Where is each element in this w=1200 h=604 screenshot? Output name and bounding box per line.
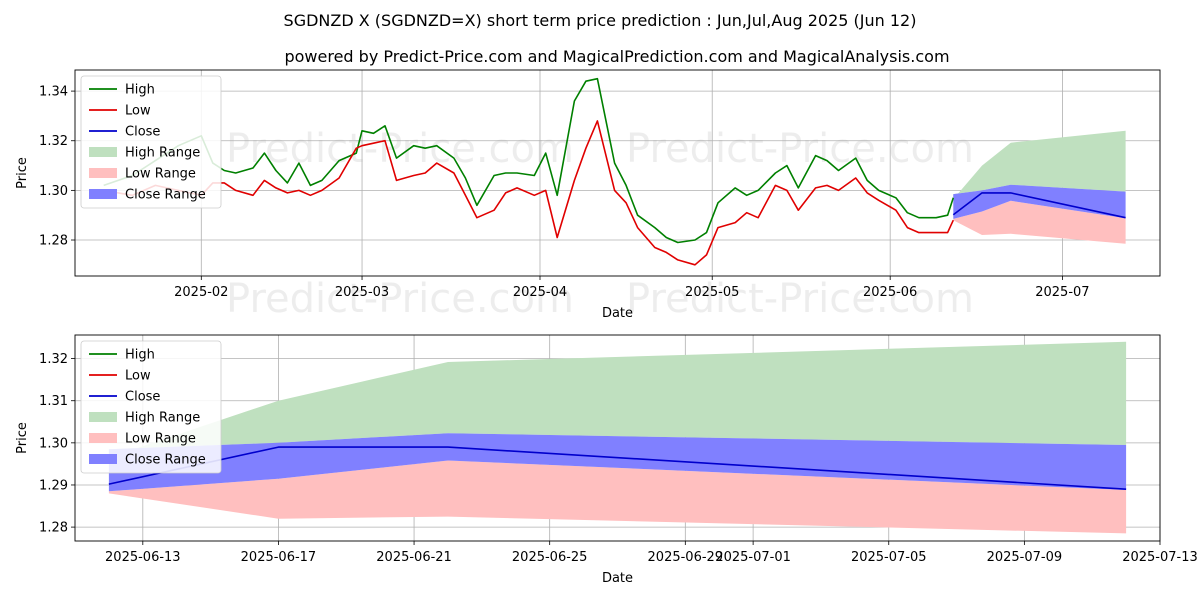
bottom-panel: Predict-Price.comPredict-Price.com2025-0… bbox=[15, 334, 1198, 586]
y-tick-label: 1.32 bbox=[39, 352, 68, 367]
legend-swatch bbox=[89, 168, 117, 178]
legend-label: Low Range bbox=[125, 432, 196, 447]
y-tick-label: 1.34 bbox=[39, 85, 68, 100]
high-range-band bbox=[108, 341, 1127, 458]
x-tick-label: 2025-05 bbox=[685, 285, 739, 300]
legend-swatch bbox=[89, 412, 117, 422]
x-tick-label: 2025-07-05 bbox=[851, 550, 927, 565]
x-tick-label: 2025-06-13 bbox=[105, 550, 181, 565]
chart-title: SGDNZD X (SGDNZD=X) short term price pre… bbox=[284, 11, 917, 30]
x-tick-label: 2025-06-29 bbox=[648, 550, 724, 565]
x-tick-label: 2025-06-21 bbox=[376, 550, 452, 565]
x-axis-label: Date bbox=[602, 571, 633, 586]
legend-swatch bbox=[89, 147, 117, 157]
legend-swatch bbox=[89, 433, 117, 443]
y-tick-label: 1.30 bbox=[39, 184, 68, 199]
x-tick-label: 2025-06-17 bbox=[241, 550, 317, 565]
x-tick-label: 2025-02 bbox=[174, 285, 228, 300]
legend-label: High Range bbox=[125, 146, 200, 161]
x-axis-label: Date bbox=[602, 306, 633, 321]
legend-swatch bbox=[89, 189, 117, 199]
low-series-line bbox=[103, 120, 955, 266]
y-tick-label: 1.29 bbox=[39, 478, 68, 493]
y-tick-label: 1.30 bbox=[39, 436, 68, 451]
legend-label: Low bbox=[125, 104, 151, 119]
x-tick-label: 2025-06-25 bbox=[512, 550, 588, 565]
legend-label: Close Range bbox=[125, 453, 206, 468]
plot-frame bbox=[74, 69, 1161, 277]
high-range-band bbox=[953, 130, 1126, 200]
x-tick-label: 2025-03 bbox=[335, 285, 389, 300]
legend-label: High Range bbox=[125, 411, 200, 426]
top-panel: Predict-Price.com Predict-Price.com Predic… bbox=[15, 69, 1161, 322]
legend-label: Low bbox=[125, 369, 151, 384]
x-tick-label: 2025-07-13 bbox=[1122, 550, 1198, 565]
y-tick-label: 1.31 bbox=[39, 394, 68, 409]
y-tick-label: 1.28 bbox=[39, 521, 68, 536]
legend-label: High bbox=[125, 348, 155, 363]
x-tick-label: 2025-06 bbox=[863, 285, 917, 300]
low-range-band bbox=[108, 460, 1127, 534]
watermark: Predict-Price.com bbox=[626, 276, 974, 322]
x-tick-label: 2025-07-09 bbox=[987, 550, 1063, 565]
legend-label: Close bbox=[125, 125, 160, 140]
legend-label: Close bbox=[125, 390, 160, 405]
legend-label: High bbox=[125, 83, 155, 98]
low-range-band bbox=[953, 200, 1126, 244]
x-tick-label: 2025-04 bbox=[513, 285, 567, 300]
x-tick-label: 2025-07 bbox=[1035, 285, 1089, 300]
legend-label: Close Range bbox=[125, 188, 206, 203]
chart-subtitle: powered by Predict-Price.com and Magical… bbox=[284, 47, 949, 66]
y-tick-label: 1.32 bbox=[39, 134, 68, 149]
watermark: Predict-Price.com bbox=[626, 126, 974, 172]
y-axis-label: Price bbox=[15, 422, 30, 454]
y-axis-label: Price bbox=[15, 157, 30, 189]
plot-frame bbox=[74, 334, 1161, 542]
legend-swatch bbox=[89, 454, 117, 464]
close-series-line bbox=[952, 192, 1126, 219]
watermark: Predict-Price.com bbox=[226, 126, 574, 172]
legend-label: Low Range bbox=[125, 167, 196, 182]
watermark: Predict-Price.com bbox=[226, 276, 574, 322]
high-series-line bbox=[103, 77, 955, 244]
y-tick-label: 1.28 bbox=[39, 234, 68, 249]
x-tick-label: 2025-07-01 bbox=[715, 550, 791, 565]
